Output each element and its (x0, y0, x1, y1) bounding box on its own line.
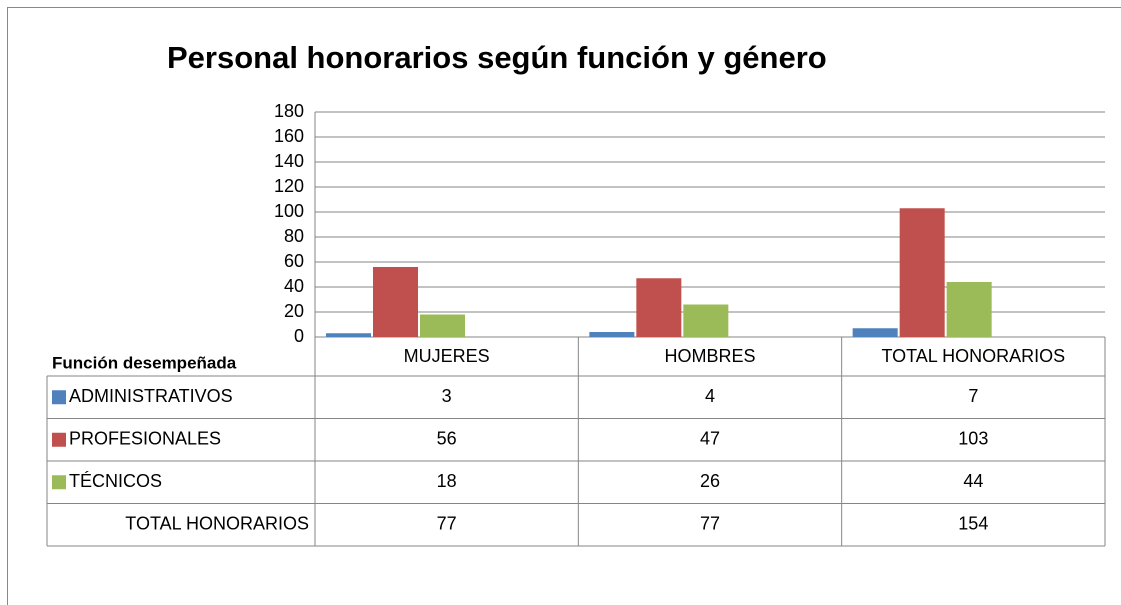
x-tick-label: HOMBRES (664, 346, 755, 366)
table-cell: 44 (963, 471, 983, 491)
y-tick-label: 140 (274, 151, 304, 171)
table-cell: 18 (437, 471, 457, 491)
table-cell: 77 (700, 514, 720, 534)
chart-title: Personal honorarios según función y géne… (167, 40, 827, 75)
bar (636, 278, 682, 337)
y-tick-label: 0 (294, 326, 304, 346)
table-cell: 103 (958, 429, 988, 449)
bar (589, 332, 635, 337)
table-cell: 77 (437, 514, 457, 534)
y-tick-label: 160 (274, 126, 304, 146)
table-cell: 4 (705, 386, 715, 406)
legend-label: ADMINISTRATIVOS (69, 386, 233, 406)
y-tick-label: 120 (274, 176, 304, 196)
legend-key (52, 432, 66, 447)
table-cell: 56 (437, 429, 457, 449)
table-cell: 154 (958, 514, 988, 534)
bar (899, 208, 945, 337)
x-tick-label: MUJERES (404, 346, 490, 366)
bar (373, 267, 418, 337)
table-cell: 3 (442, 386, 452, 406)
y-tick-label: 60 (284, 251, 304, 271)
y-tick-label: 100 (274, 201, 304, 221)
bar (852, 328, 898, 337)
x-tick-label: TOTAL HONORARIOS (881, 346, 1065, 366)
legend-key (52, 390, 66, 405)
table-row-label: TOTAL HONORARIOS (125, 514, 309, 534)
table-cell: 26 (700, 471, 720, 491)
bar (946, 282, 992, 337)
table-cell: 7 (968, 386, 978, 406)
bar (326, 333, 371, 337)
legend-key (52, 475, 66, 490)
bar (683, 304, 729, 337)
y-tick-label: 20 (284, 301, 304, 321)
legend-label: PROFESIONALES (69, 429, 221, 449)
y-tick-label: 180 (274, 101, 304, 121)
legend-label: TÉCNICOS (69, 471, 162, 491)
bar (420, 314, 465, 337)
table-header: Función desempeñada (52, 353, 237, 372)
y-tick-label: 40 (284, 276, 304, 296)
table-cell: 47 (700, 429, 720, 449)
y-tick-label: 80 (284, 226, 304, 246)
